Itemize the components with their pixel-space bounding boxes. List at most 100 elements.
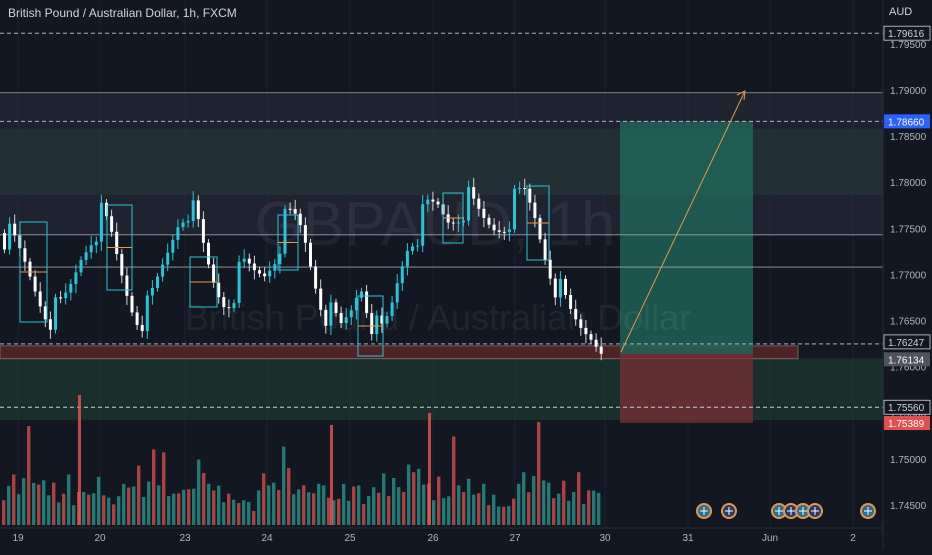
candle-body xyxy=(3,232,6,250)
candle-body xyxy=(288,208,292,210)
candle xyxy=(416,239,420,252)
volume-bar xyxy=(587,490,591,525)
candle xyxy=(548,250,552,286)
candle-body xyxy=(212,264,216,283)
volume-bar xyxy=(257,490,261,525)
volume-bar xyxy=(217,485,221,525)
volume-bar xyxy=(47,495,51,525)
volume-bar xyxy=(417,468,421,525)
volume-bar xyxy=(482,483,486,525)
candle-body xyxy=(176,227,180,240)
volume-bar xyxy=(307,492,311,525)
candle-body xyxy=(232,302,236,309)
candle xyxy=(94,236,98,254)
candle xyxy=(528,183,532,211)
candle xyxy=(176,219,180,250)
candle xyxy=(523,178,527,196)
candle-body xyxy=(38,291,42,307)
candle xyxy=(569,288,573,315)
candle-body xyxy=(298,213,302,226)
candle xyxy=(518,181,522,194)
candle-body xyxy=(140,324,144,332)
time-tick-label: 25 xyxy=(344,533,356,544)
candle-body xyxy=(523,188,527,190)
volume-bar xyxy=(67,474,71,525)
candle-body xyxy=(110,216,114,232)
volume-bar xyxy=(357,485,361,525)
time-tick-label: 24 xyxy=(261,533,273,544)
time-tick-label: 2 xyxy=(850,533,856,544)
price-tick-label: 1.74500 xyxy=(890,501,927,512)
volume-bar xyxy=(292,494,296,525)
candle xyxy=(125,267,129,306)
time-tick-label: Jun xyxy=(762,533,778,544)
volume-bar xyxy=(152,449,156,525)
volume-bar xyxy=(107,497,111,525)
candle-body xyxy=(477,198,481,209)
uk-flag-icon xyxy=(783,503,799,519)
candle xyxy=(181,218,185,231)
candle-body xyxy=(84,252,88,260)
candle xyxy=(156,272,159,292)
volume-bar xyxy=(567,500,571,525)
candle xyxy=(3,229,6,254)
volume-bar xyxy=(487,505,491,525)
volume-bar xyxy=(352,486,356,525)
price-tick-label: 1.76500 xyxy=(890,317,927,328)
candle xyxy=(140,315,144,338)
candle xyxy=(533,194,537,228)
candle-body xyxy=(161,264,165,277)
candle xyxy=(426,194,430,213)
candle-body xyxy=(513,188,516,230)
candle xyxy=(487,214,491,229)
volume-bar xyxy=(507,506,511,525)
candle xyxy=(217,273,221,304)
candle-body xyxy=(258,270,261,274)
candle xyxy=(273,259,277,279)
candle xyxy=(212,258,216,288)
candle xyxy=(258,266,261,278)
volume-bar xyxy=(227,493,231,525)
candle-body xyxy=(416,245,420,247)
volume-bar xyxy=(452,436,456,525)
candle-body xyxy=(263,273,267,277)
volume-bar xyxy=(572,492,576,525)
candle xyxy=(594,333,598,352)
candle-body xyxy=(589,334,593,340)
price-level-badge xyxy=(883,334,931,350)
volume-bar xyxy=(542,480,546,525)
volume-bar xyxy=(562,480,566,525)
candle xyxy=(201,211,205,253)
volume-bar xyxy=(167,496,171,525)
volume-bar xyxy=(117,496,121,525)
australia-flag-icon xyxy=(771,503,787,519)
candle-body xyxy=(278,253,282,265)
candle-body xyxy=(207,242,210,265)
candle-body xyxy=(227,307,231,309)
volume-bar xyxy=(122,483,126,525)
candle xyxy=(574,299,578,326)
volume-bar xyxy=(512,498,516,525)
candle xyxy=(365,284,369,319)
candle-body xyxy=(28,261,32,277)
price-level-badge xyxy=(883,399,931,415)
volume-bar xyxy=(577,472,581,525)
volume-bar xyxy=(552,498,556,525)
volume-bar xyxy=(382,473,386,525)
candle-body xyxy=(370,313,374,335)
candle xyxy=(411,242,414,255)
candle xyxy=(237,255,241,309)
volume-bar xyxy=(22,478,26,525)
volume-bar xyxy=(457,485,461,525)
candle xyxy=(395,273,399,309)
volume-bar xyxy=(377,492,381,525)
candle xyxy=(99,194,103,251)
candle-body xyxy=(344,317,348,324)
price-level-badge xyxy=(884,114,930,129)
volume-bar xyxy=(87,494,91,525)
candle xyxy=(171,234,175,261)
candle-body xyxy=(380,315,384,324)
price-level-badge xyxy=(884,416,930,431)
